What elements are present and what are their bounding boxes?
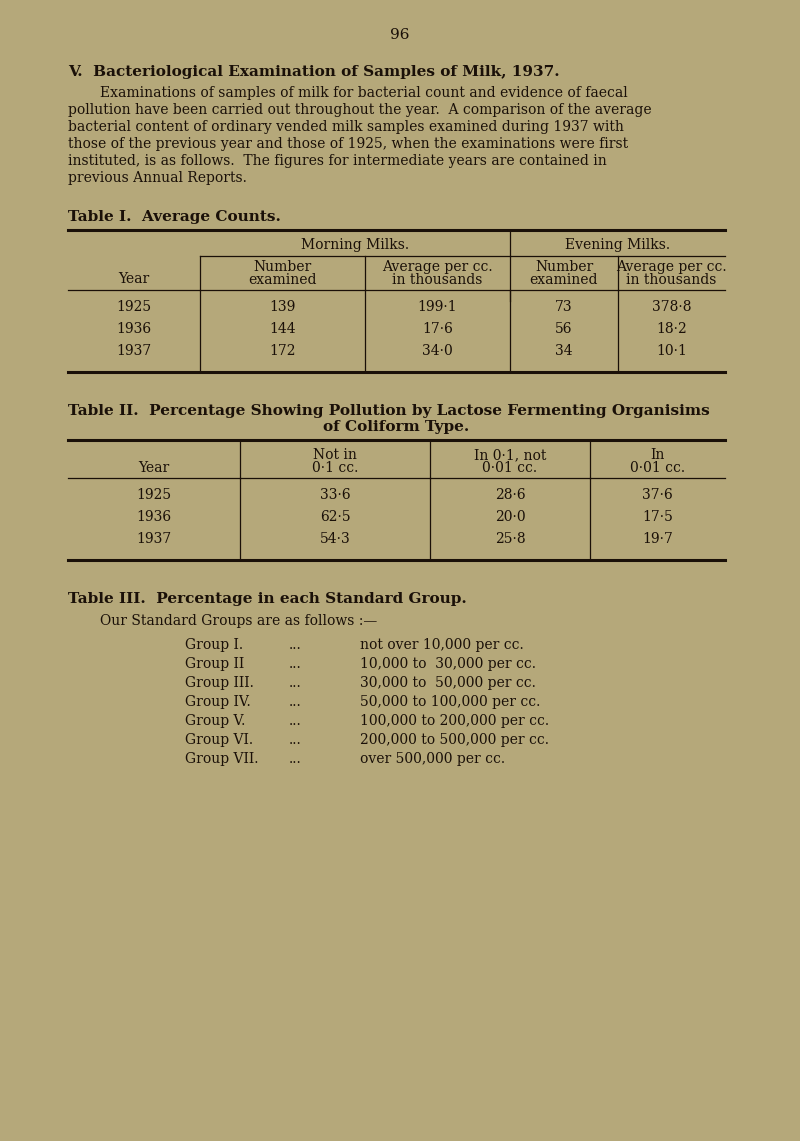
- Text: Evening Milks.: Evening Milks.: [565, 238, 670, 252]
- Text: 1925: 1925: [137, 488, 171, 502]
- Text: previous Annual Reports.: previous Annual Reports.: [68, 171, 247, 185]
- Text: 96: 96: [390, 29, 410, 42]
- Text: instituted, is as follows.  The figures for intermediate years are contained in: instituted, is as follows. The figures f…: [68, 154, 606, 168]
- Text: pollution have been carried out throughout the year.  A comparison of the averag: pollution have been carried out througho…: [68, 103, 652, 118]
- Text: Average per cc.: Average per cc.: [616, 260, 727, 274]
- Text: Year: Year: [138, 461, 170, 475]
- Text: Group II: Group II: [185, 657, 244, 671]
- Text: Not in: Not in: [313, 448, 357, 462]
- Text: 28·6: 28·6: [494, 488, 526, 502]
- Text: Group IV.: Group IV.: [185, 695, 250, 709]
- Text: In: In: [650, 448, 665, 462]
- Text: Table III.  Percentage in each Standard Group.: Table III. Percentage in each Standard G…: [68, 592, 466, 606]
- Text: 139: 139: [270, 300, 296, 314]
- Text: ...: ...: [289, 695, 302, 709]
- Text: Year: Year: [118, 272, 150, 286]
- Text: of Coliform Type.: of Coliform Type.: [323, 420, 470, 434]
- Text: in thousands: in thousands: [392, 273, 482, 288]
- Text: Group VI.: Group VI.: [185, 733, 253, 747]
- Text: 1937: 1937: [136, 532, 172, 547]
- Text: ...: ...: [289, 733, 302, 747]
- Text: 25·8: 25·8: [494, 532, 526, 547]
- Text: ...: ...: [289, 657, 302, 671]
- Text: 10·1: 10·1: [656, 343, 687, 358]
- Text: 10,000 to  30,000 per cc.: 10,000 to 30,000 per cc.: [360, 657, 536, 671]
- Text: 0·01 cc.: 0·01 cc.: [482, 461, 538, 475]
- Text: 172: 172: [270, 343, 296, 358]
- Text: not over 10,000 per cc.: not over 10,000 per cc.: [360, 638, 524, 652]
- Text: Number: Number: [254, 260, 312, 274]
- Text: 100,000 to 200,000 per cc.: 100,000 to 200,000 per cc.: [360, 714, 549, 728]
- Text: 1936: 1936: [137, 510, 171, 524]
- Text: Group V.: Group V.: [185, 714, 246, 728]
- Text: examined: examined: [248, 273, 317, 288]
- Text: 0·1 cc.: 0·1 cc.: [312, 461, 358, 475]
- Text: 144: 144: [269, 322, 296, 335]
- Text: Group III.: Group III.: [185, 675, 254, 690]
- Text: 378·8: 378·8: [652, 300, 691, 314]
- Text: In 0·1, not: In 0·1, not: [474, 448, 546, 462]
- Text: Table I.  Average Counts.: Table I. Average Counts.: [68, 210, 281, 224]
- Text: Morning Milks.: Morning Milks.: [301, 238, 409, 252]
- Text: 30,000 to  50,000 per cc.: 30,000 to 50,000 per cc.: [360, 675, 536, 690]
- Text: 54·3: 54·3: [320, 532, 350, 547]
- Text: Group I.: Group I.: [185, 638, 243, 652]
- Text: V.  Bacteriological Examination of Samples of Milk, 1937.: V. Bacteriological Examination of Sample…: [68, 65, 560, 79]
- Text: 1936: 1936: [117, 322, 151, 335]
- Text: Examinations of samples of milk for bacterial count and evidence of faecal: Examinations of samples of milk for bact…: [100, 86, 628, 100]
- Text: Table II.  Percentage Showing Pollution by Lactose Fermenting Organisims: Table II. Percentage Showing Pollution b…: [68, 404, 710, 418]
- Text: 199·1: 199·1: [418, 300, 458, 314]
- Text: ...: ...: [289, 752, 302, 766]
- Text: Average per cc.: Average per cc.: [382, 260, 493, 274]
- Text: 56: 56: [555, 322, 573, 335]
- Text: 20·0: 20·0: [494, 510, 526, 524]
- Text: examined: examined: [530, 273, 598, 288]
- Text: ...: ...: [289, 675, 302, 690]
- Text: 0·01 cc.: 0·01 cc.: [630, 461, 685, 475]
- Text: ...: ...: [289, 638, 302, 652]
- Text: those of the previous year and those of 1925, when the examinations were first: those of the previous year and those of …: [68, 137, 628, 151]
- Text: 1925: 1925: [117, 300, 151, 314]
- Text: 200,000 to 500,000 per cc.: 200,000 to 500,000 per cc.: [360, 733, 549, 747]
- Text: 1937: 1937: [116, 343, 152, 358]
- Text: in thousands: in thousands: [626, 273, 717, 288]
- Text: 73: 73: [555, 300, 573, 314]
- Text: 34: 34: [555, 343, 573, 358]
- Text: 34·0: 34·0: [422, 343, 453, 358]
- Text: ...: ...: [289, 714, 302, 728]
- Text: Number: Number: [535, 260, 593, 274]
- Text: bacterial content of ordinary vended milk samples examined during 1937 with: bacterial content of ordinary vended mil…: [68, 120, 624, 133]
- Text: 62·5: 62·5: [320, 510, 350, 524]
- Text: 37·6: 37·6: [642, 488, 673, 502]
- Text: 18·2: 18·2: [656, 322, 687, 335]
- Text: 17·6: 17·6: [422, 322, 453, 335]
- Text: 17·5: 17·5: [642, 510, 673, 524]
- Text: over 500,000 per cc.: over 500,000 per cc.: [360, 752, 505, 766]
- Text: 33·6: 33·6: [320, 488, 350, 502]
- Text: Our Standard Groups are as follows :—: Our Standard Groups are as follows :—: [100, 614, 378, 628]
- Text: 50,000 to 100,000 per cc.: 50,000 to 100,000 per cc.: [360, 695, 540, 709]
- Text: 19·7: 19·7: [642, 532, 673, 547]
- Text: Group VII.: Group VII.: [185, 752, 258, 766]
